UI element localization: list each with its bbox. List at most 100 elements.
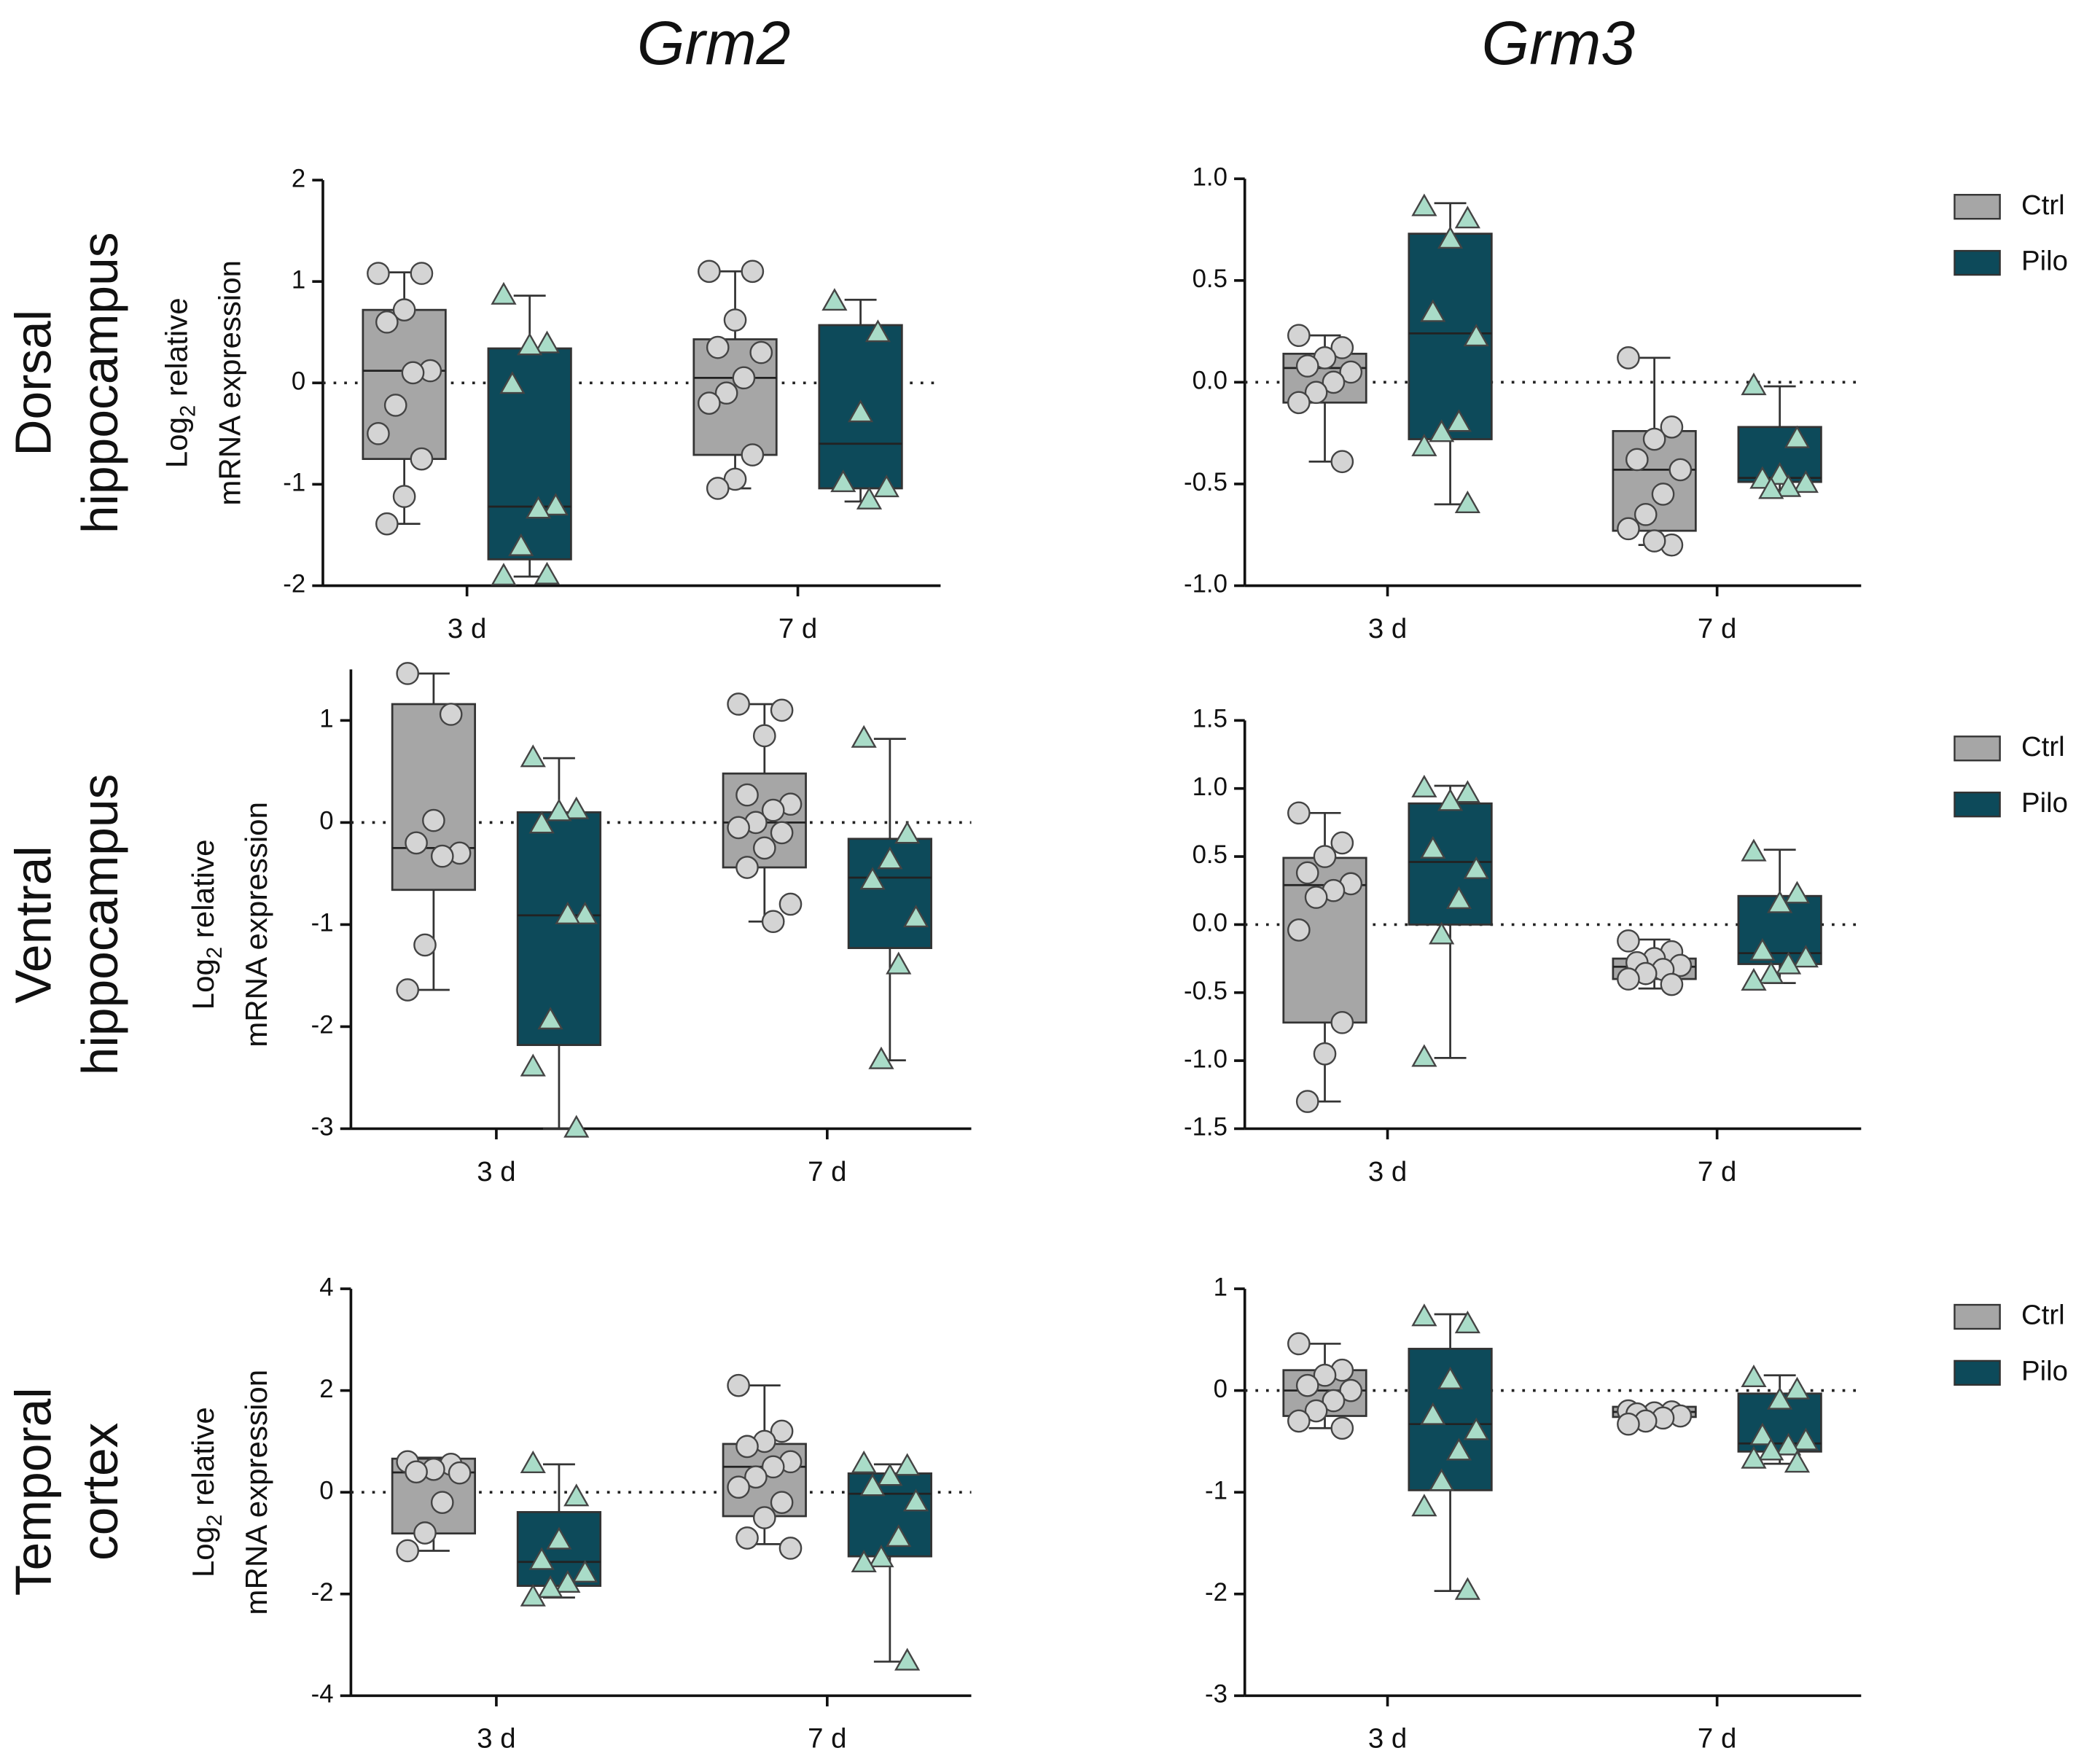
point <box>430 1491 454 1514</box>
point <box>422 808 445 832</box>
point <box>1295 1090 1319 1113</box>
legend-label: Pilo <box>2021 787 2068 819</box>
point <box>1741 838 1767 862</box>
row-label: Temporal cortex <box>5 1387 129 1596</box>
point <box>1741 1365 1767 1388</box>
point <box>1767 890 1793 913</box>
y-axis-label: mRNA expression <box>239 1370 273 1615</box>
point <box>698 259 721 284</box>
point <box>727 1475 750 1499</box>
point <box>1429 921 1455 945</box>
point <box>367 262 390 285</box>
point <box>761 910 785 934</box>
point <box>761 1455 785 1479</box>
point <box>1454 206 1480 229</box>
legend-swatch <box>1954 792 2001 818</box>
point <box>1339 360 1363 384</box>
point <box>741 443 765 467</box>
point <box>706 477 730 500</box>
y-tick-label: 0 <box>319 808 333 835</box>
y-axis-label: Log2 relative <box>186 839 227 1010</box>
point <box>1741 372 1767 396</box>
point <box>1784 1376 1811 1400</box>
point <box>752 1506 776 1529</box>
point <box>572 901 598 924</box>
point <box>1429 1468 1455 1491</box>
point <box>851 1450 877 1473</box>
point <box>859 867 886 890</box>
x-tick-label: 7 d <box>1698 1156 1736 1187</box>
y-axis-label-part: relative <box>159 297 193 405</box>
point <box>1339 1378 1363 1402</box>
x-tick-label: 3 d <box>477 1156 515 1187</box>
row-label-line: Ventral <box>5 846 62 1004</box>
point <box>1463 856 1489 879</box>
point <box>1313 1363 1337 1387</box>
column-title: Grm3 <box>1482 9 1636 77</box>
point <box>1445 886 1472 909</box>
point <box>1304 886 1328 909</box>
y-tick-label: 1 <box>292 266 305 294</box>
point <box>727 816 750 840</box>
y-tick-label: -1 <box>283 469 305 497</box>
point <box>1792 945 1819 968</box>
point <box>902 1488 929 1512</box>
point <box>886 951 912 975</box>
point <box>508 533 534 556</box>
row-label-line: hippocampus <box>71 232 128 534</box>
point <box>1330 336 1354 359</box>
row-label-line: hippocampus <box>71 774 128 1076</box>
point <box>864 319 891 343</box>
point <box>1749 937 1776 961</box>
y-tick-label: 1 <box>319 706 333 733</box>
x-tick-label: 3 d <box>1368 1156 1407 1187</box>
point <box>1437 226 1464 249</box>
point <box>1287 324 1311 348</box>
legend-swatch <box>1954 1359 2001 1386</box>
point <box>1617 346 1640 370</box>
point <box>528 811 555 834</box>
x-tick-label: 7 d <box>1698 1723 1736 1755</box>
point <box>1617 517 1640 541</box>
point <box>1454 490 1480 514</box>
point <box>1741 967 1767 991</box>
point <box>698 391 721 415</box>
point <box>732 366 756 390</box>
point <box>778 1537 803 1560</box>
point <box>1295 861 1319 885</box>
point <box>868 1545 894 1568</box>
y-axis-label-sub: 2 <box>176 405 200 417</box>
y-tick-label: -2 <box>311 1579 334 1607</box>
point <box>1411 1044 1437 1067</box>
row-label: Ventral hippocampus <box>5 774 129 1076</box>
point <box>383 394 407 417</box>
y-axis-label: mRNA expression <box>212 260 246 506</box>
point <box>1287 1332 1311 1356</box>
point <box>851 725 877 748</box>
point <box>405 1460 428 1484</box>
point <box>1287 391 1311 415</box>
point <box>1287 918 1311 942</box>
point <box>1758 961 1784 984</box>
y-tick-label: -1.0 <box>1184 1045 1228 1073</box>
point <box>894 821 921 844</box>
point <box>856 486 883 510</box>
point <box>1617 929 1640 953</box>
point <box>534 561 561 585</box>
point <box>1463 1417 1489 1440</box>
point <box>859 1473 886 1496</box>
point <box>770 1419 794 1443</box>
point <box>1420 299 1446 322</box>
box <box>516 811 602 1046</box>
point <box>542 493 569 516</box>
point <box>735 856 759 879</box>
point <box>752 836 776 860</box>
point <box>761 798 785 822</box>
point <box>1792 1427 1819 1451</box>
point <box>735 1526 759 1550</box>
point <box>868 1046 894 1069</box>
x-tick-label: 3 d <box>448 613 486 644</box>
point <box>1775 474 1802 497</box>
point <box>555 901 581 924</box>
point <box>1775 1432 1802 1456</box>
